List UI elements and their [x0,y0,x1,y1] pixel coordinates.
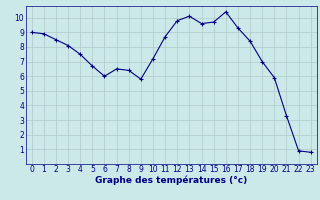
X-axis label: Graphe des températures (°c): Graphe des températures (°c) [95,176,247,185]
